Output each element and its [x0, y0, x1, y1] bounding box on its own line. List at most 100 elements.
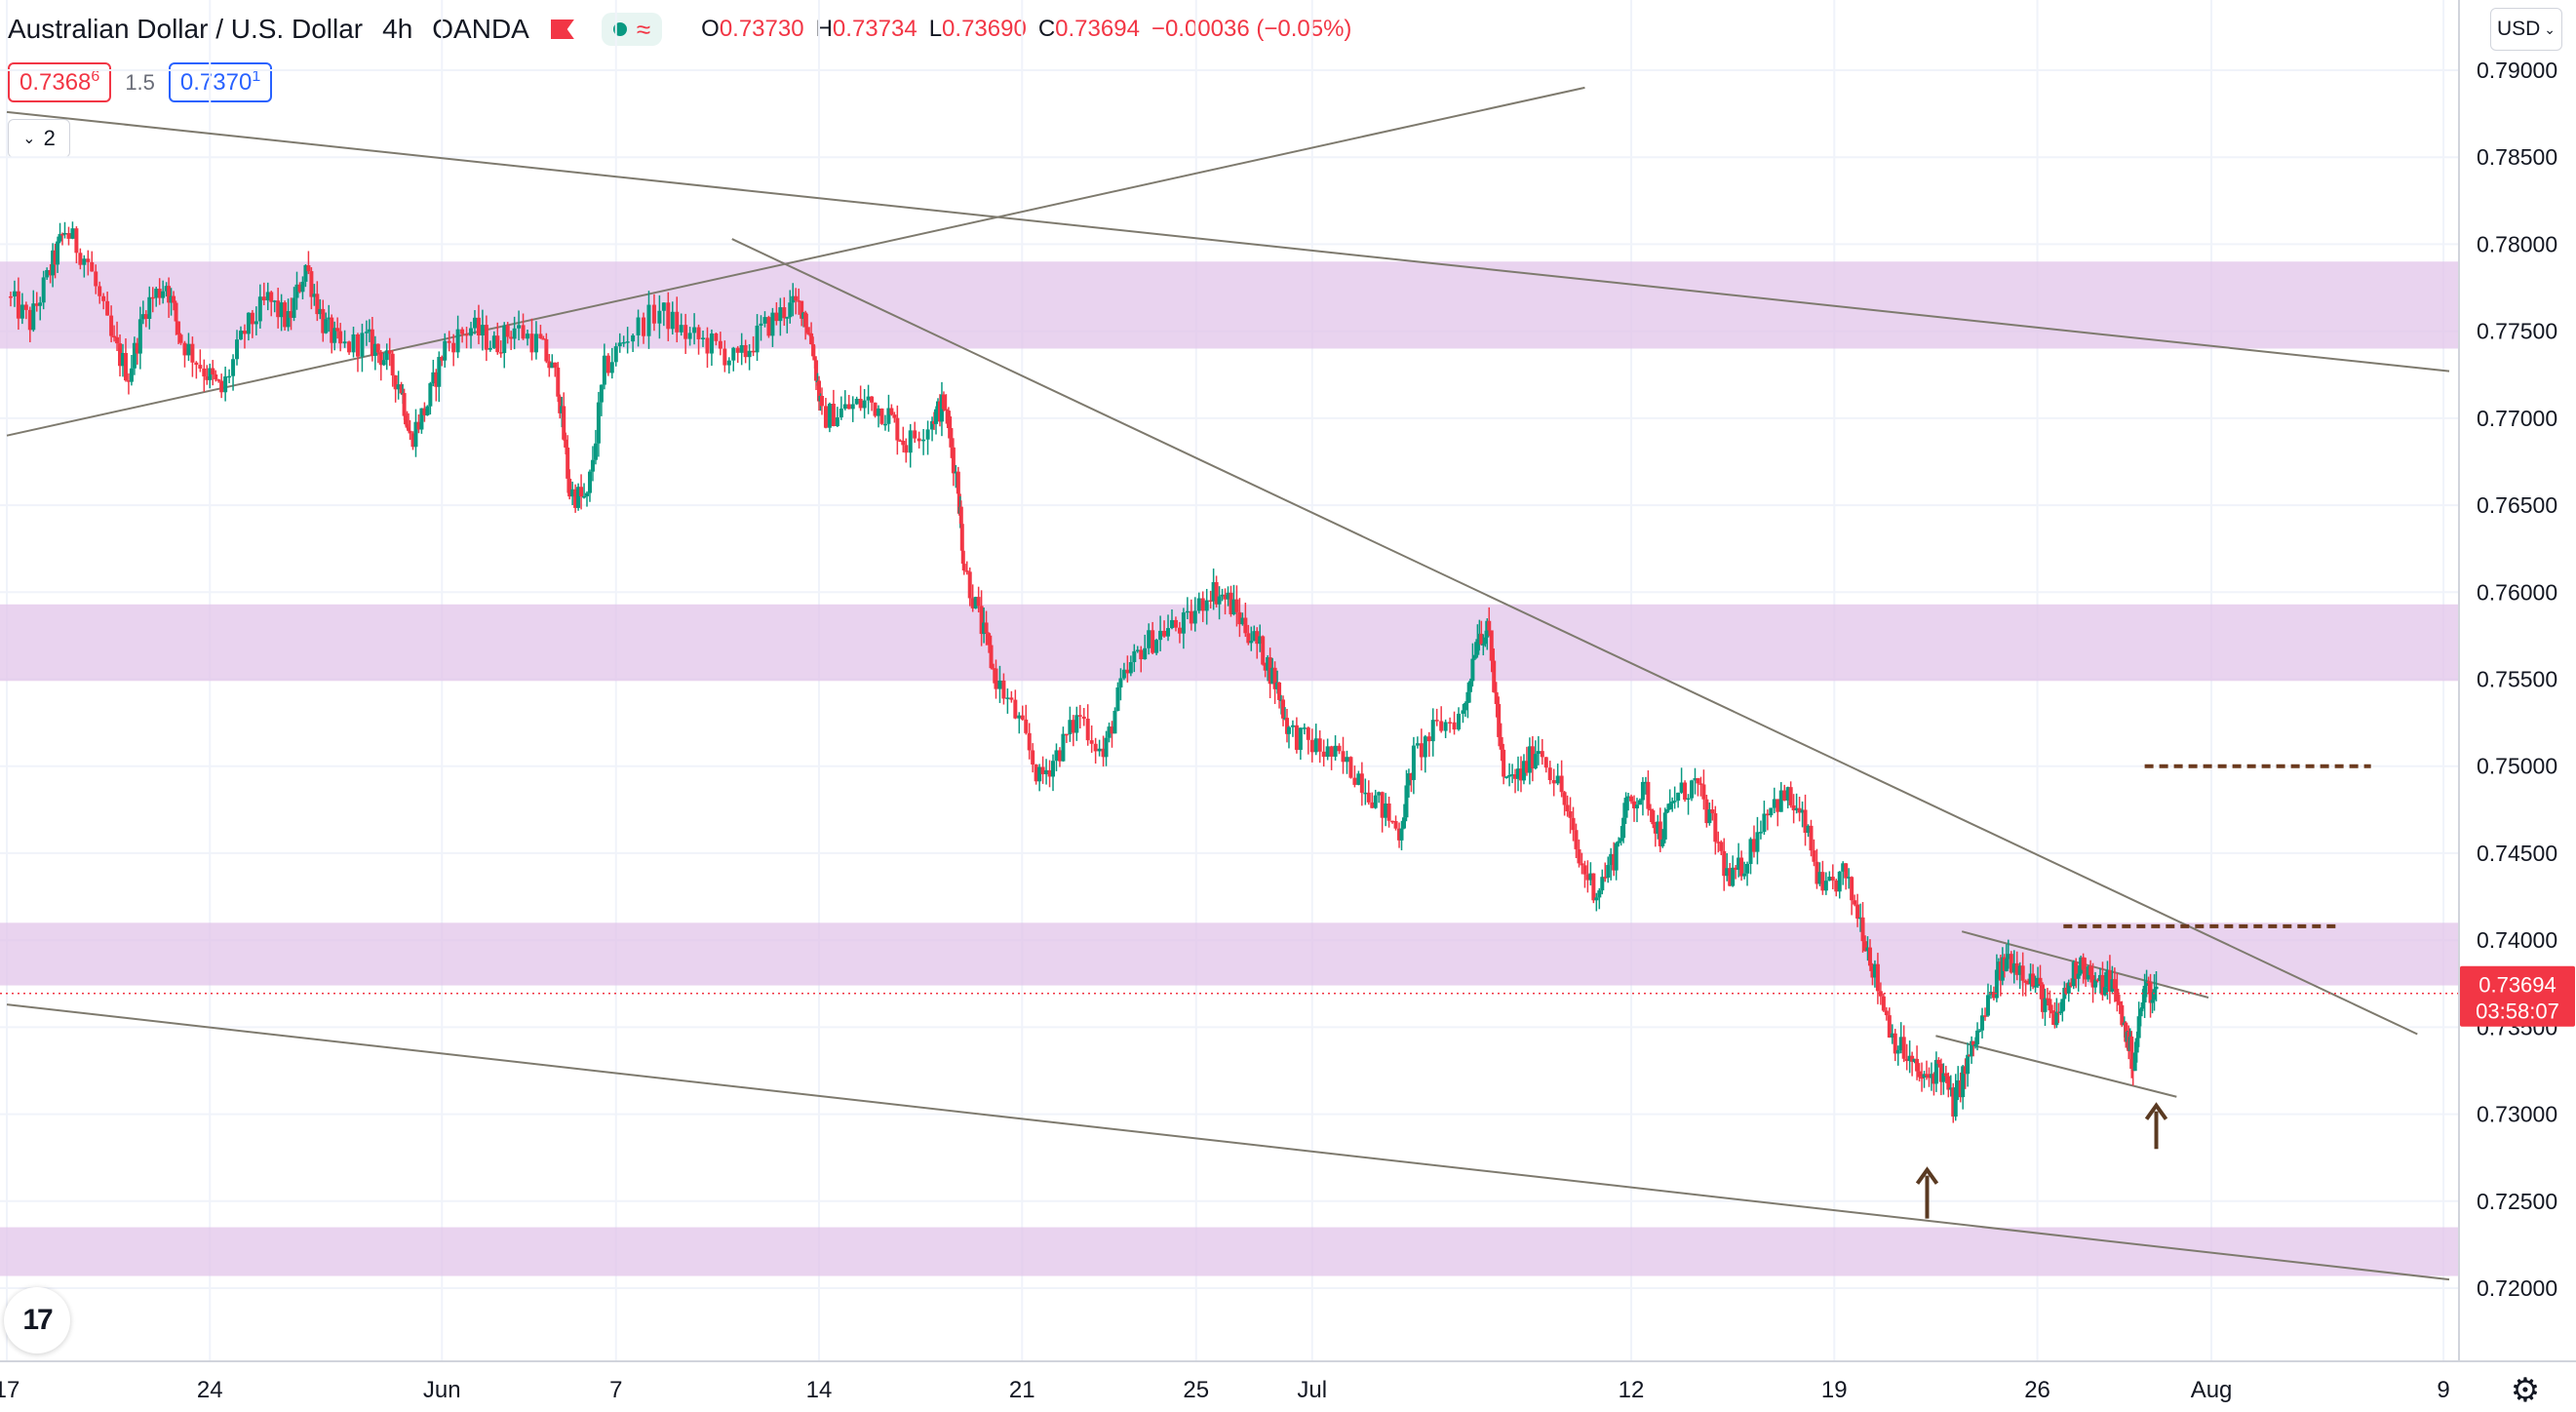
candle-body — [2146, 981, 2151, 984]
candle-body — [1803, 809, 1808, 834]
candle-body — [1047, 769, 1052, 777]
candle-body — [2112, 979, 2117, 989]
candle-body — [1317, 738, 1322, 752]
indicators-collapse-button[interactable]: ⌄ 2 — [8, 119, 70, 158]
candle-body — [842, 404, 847, 410]
candle-body — [318, 308, 323, 315]
candle-body — [2081, 957, 2086, 970]
candle-body — [2132, 1052, 2137, 1072]
candle-body — [1298, 727, 1303, 750]
candle-body — [1386, 804, 1391, 821]
candle-body — [34, 303, 39, 306]
candle-body — [1061, 733, 1066, 762]
candle-body — [498, 352, 503, 354]
candle-body — [739, 344, 744, 353]
candle-body — [1728, 868, 1733, 886]
candle-body — [1603, 877, 1608, 879]
sell-button[interactable]: 0.73686 — [8, 62, 112, 102]
candle-body — [1200, 598, 1205, 611]
indicator-count: 2 — [43, 126, 56, 150]
candle-body — [1085, 719, 1090, 741]
candle-body — [1467, 681, 1472, 692]
candle-body — [1898, 1037, 1903, 1051]
candle-body — [889, 408, 894, 415]
candle-body — [2074, 961, 2079, 979]
gear-icon[interactable]: ⚙ — [2510, 1372, 2541, 1409]
candle-body — [2014, 962, 2019, 975]
candle-body — [921, 439, 926, 442]
candle-body — [315, 294, 320, 315]
candle-body — [1074, 715, 1079, 733]
candle-body — [101, 295, 106, 301]
candle-body — [1024, 719, 1029, 733]
candle-body — [2009, 954, 2013, 973]
candle-body — [954, 471, 958, 474]
candle-body — [1971, 1040, 1976, 1045]
candle-body — [58, 233, 62, 242]
time-tick-label: 7 — [609, 1377, 622, 1403]
candle-body — [2090, 975, 2095, 988]
candle-body — [1660, 839, 1665, 846]
candle-body — [517, 325, 522, 329]
candle-body — [1277, 682, 1282, 700]
candle-body — [547, 361, 552, 369]
candle-body — [2066, 982, 2071, 994]
candle-body — [1929, 1074, 1933, 1079]
candle-body — [1229, 592, 1233, 614]
candle-body — [150, 296, 155, 299]
candle-body — [1487, 620, 1492, 631]
candle-body — [321, 308, 326, 333]
candle-body — [683, 325, 688, 339]
candle-body — [1208, 600, 1213, 603]
currency-select[interactable]: USD ⌄ — [2490, 8, 2562, 51]
candle-body — [2134, 1038, 2139, 1053]
chevron-down-icon: ⌄ — [2544, 20, 2556, 37]
candle-body — [886, 408, 891, 424]
candle-body — [2076, 973, 2081, 979]
candle-body — [1521, 761, 1526, 781]
candle-body — [964, 570, 969, 572]
candle-body — [404, 415, 409, 425]
candle-body — [1961, 1066, 1966, 1098]
symbol-name[interactable]: Australian Dollar / U.S. Dollar — [8, 14, 364, 44]
candle-body — [1634, 804, 1639, 808]
time-tick-label: 24 — [197, 1377, 223, 1403]
candle-body — [372, 343, 377, 356]
candle-body — [1758, 832, 1763, 834]
candle-body — [2017, 965, 2022, 975]
candle-body — [1847, 877, 1852, 879]
candle-body — [1938, 1063, 1943, 1082]
candle-body — [1370, 802, 1375, 808]
candle-body — [1527, 746, 1532, 773]
candle-body — [1982, 1015, 1987, 1017]
buy-button[interactable]: 0.73701 — [168, 62, 273, 102]
candle-body — [381, 360, 386, 366]
candle-body — [2138, 1008, 2143, 1017]
candle-body — [605, 355, 610, 373]
candle-body — [1071, 720, 1075, 733]
candle-body — [1430, 720, 1435, 742]
last-price-label: 0.73694 — [2478, 973, 2556, 998]
candle-body — [585, 492, 590, 496]
time-tick-label: 19 — [1821, 1377, 1848, 1403]
tradingview-logo[interactable]: 17 — [4, 1287, 70, 1353]
price-tick-label: 0.77000 — [2477, 406, 2557, 431]
candle-body — [1132, 650, 1137, 662]
candle-body — [1875, 963, 1880, 992]
candle-body — [582, 495, 587, 498]
indicator-toggle-group[interactable]: ≈ — [601, 13, 663, 46]
candle-body — [261, 296, 266, 301]
candle-body — [1710, 809, 1715, 814]
candle-body — [1785, 787, 1790, 801]
candle-body — [1580, 863, 1584, 866]
candle-body — [143, 314, 148, 319]
candle-body — [1479, 633, 1484, 645]
candle-body — [1893, 1033, 1897, 1054]
flag-icon[interactable] — [550, 20, 574, 39]
candle-body — [1390, 820, 1395, 823]
candle-body — [1977, 1030, 1982, 1033]
candle-body — [770, 312, 775, 336]
candle-body — [1270, 667, 1275, 685]
interval-label[interactable]: 4h — [382, 14, 413, 44]
